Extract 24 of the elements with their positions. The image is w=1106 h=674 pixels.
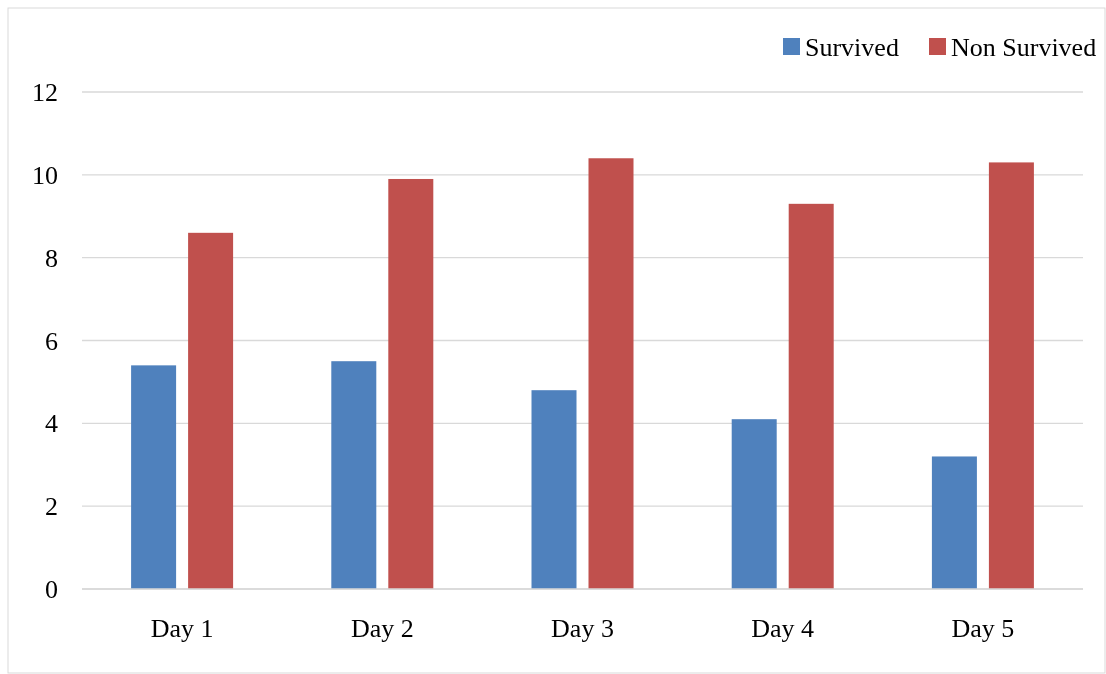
y-tick-label: 2 <box>45 492 58 522</box>
bar <box>588 158 634 589</box>
x-tick-label: Day 1 <box>150 614 214 643</box>
y-tick-label: 12 <box>32 78 58 108</box>
bar <box>388 178 434 589</box>
bar <box>788 203 834 589</box>
y-tick-label: 8 <box>45 243 58 273</box>
legend-label: Survived <box>805 33 899 63</box>
x-tick-label: Day 4 <box>751 614 815 643</box>
y-tick-label: 6 <box>45 326 58 356</box>
bar <box>988 162 1034 589</box>
bar <box>188 232 234 589</box>
bar <box>731 419 777 589</box>
bar <box>131 365 177 589</box>
y-tick-label: 10 <box>32 160 58 190</box>
y-tick-label: 4 <box>45 409 58 439</box>
legend-label: Non Survived <box>951 33 1097 63</box>
bar <box>331 361 377 589</box>
bar <box>931 456 977 589</box>
bar <box>531 390 577 589</box>
x-tick-label: Day 5 <box>951 614 1015 643</box>
y-tick-label: 0 <box>45 575 58 605</box>
x-tick-label: Day 3 <box>551 614 614 643</box>
x-tick-label: Day 2 <box>350 614 414 643</box>
